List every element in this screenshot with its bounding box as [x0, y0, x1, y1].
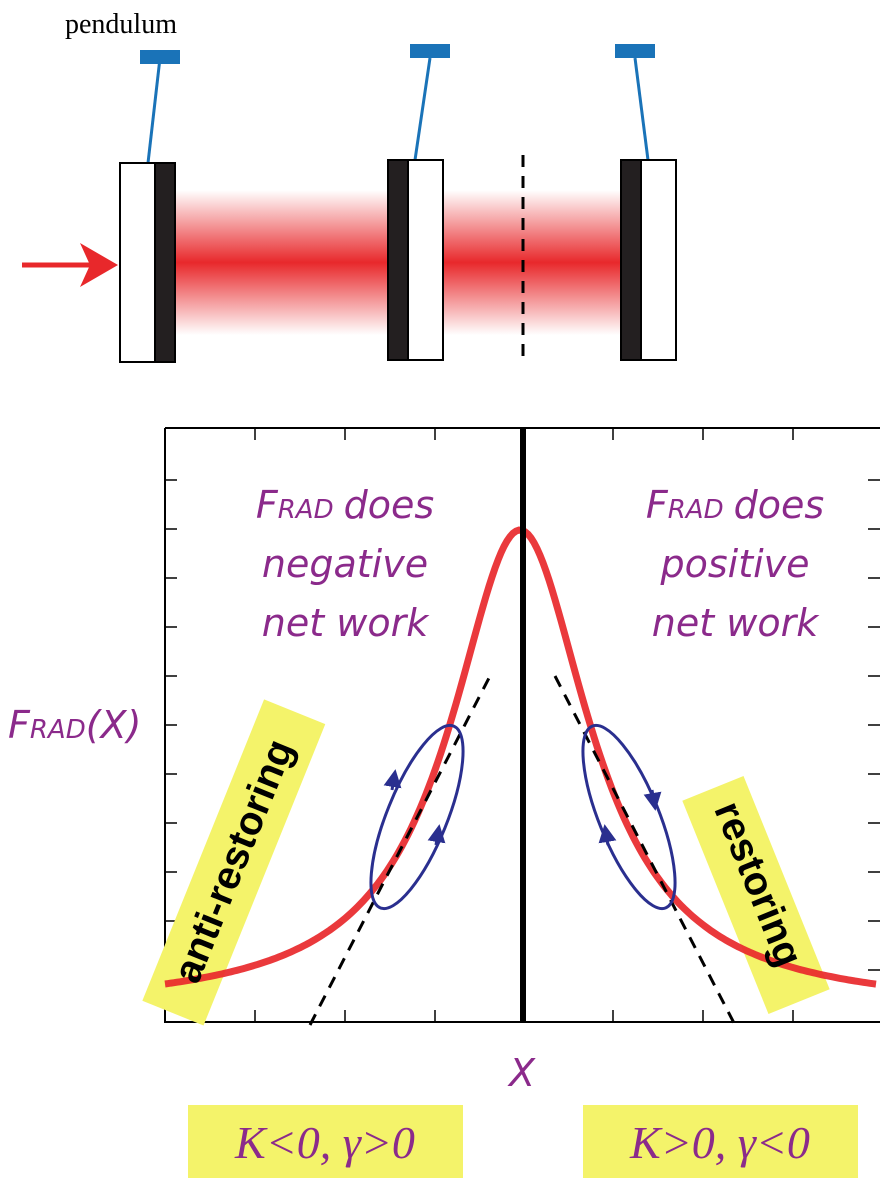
argument: (X)	[86, 703, 142, 747]
region-line: net work	[262, 601, 430, 645]
pendulum-mounts	[140, 44, 655, 64]
input-arrow	[22, 243, 118, 287]
y-label: FRAD(X)	[8, 703, 141, 747]
region-line: FRAD does	[646, 483, 824, 527]
f: F	[256, 483, 279, 527]
x-label: X	[507, 1051, 536, 1095]
region-line: negative	[262, 542, 428, 586]
f: F	[646, 483, 669, 527]
subscript: RAD	[668, 495, 724, 525]
diagram: pendulum anti-restoring restoring FRADdo…	[0, 0, 880, 1185]
subscript: RAD	[30, 715, 86, 745]
pendulum-label: pendulum	[65, 9, 177, 40]
region-line: positive	[659, 542, 809, 586]
f: F	[8, 703, 31, 747]
pendulums	[148, 58, 648, 163]
condition: K>0, γ<0	[629, 1117, 810, 1168]
does: does	[344, 483, 435, 527]
subscript: RAD	[278, 495, 334, 525]
does: does	[734, 483, 825, 527]
condition: K<0, γ>0	[234, 1117, 415, 1168]
region-line: FRAD does	[256, 483, 434, 527]
region-line: net work	[652, 601, 820, 645]
